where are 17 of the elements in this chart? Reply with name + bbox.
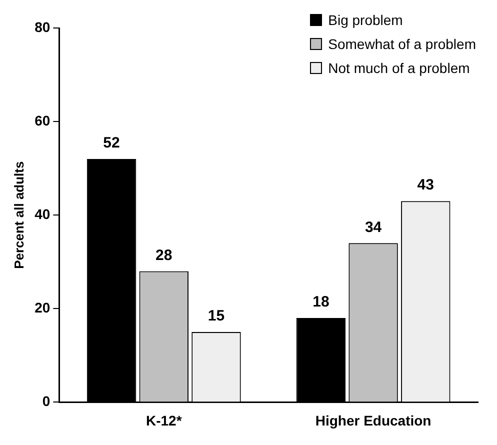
x-tick-label: K-12* [146, 412, 182, 428]
y-tick-label: 80 [34, 18, 50, 35]
y-tick-label: 0 [42, 393, 50, 410]
data-label: 52 [103, 134, 120, 152]
x-tick-label: Higher Education [315, 412, 432, 428]
data-label: 43 [417, 176, 434, 194]
legend-label: Not much of a problem [328, 60, 470, 76]
y-axis-title: Percent all adults [11, 161, 26, 269]
data-label: 28 [156, 246, 172, 264]
y-tick-label: 20 [34, 300, 50, 316]
legend-label: Big problem [328, 12, 403, 28]
data-label: 34 [364, 218, 382, 236]
y-tick-label: 40 [34, 206, 50, 222]
data-label: 15 [208, 308, 225, 325]
y-tick-label: 60 [34, 112, 50, 128]
data-label: 18 [312, 294, 330, 311]
legend-label: Somewhat of a problem [328, 36, 476, 52]
